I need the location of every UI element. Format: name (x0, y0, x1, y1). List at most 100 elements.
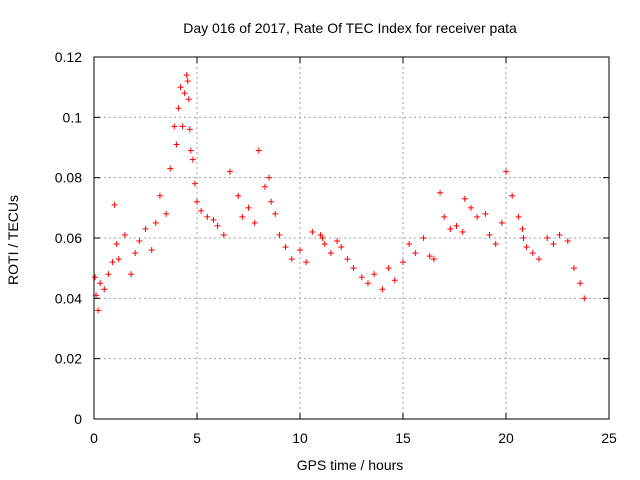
data-point (309, 228, 316, 235)
data-point (503, 168, 509, 175)
data-point (272, 210, 279, 217)
data-point (385, 265, 392, 272)
data-point (544, 235, 551, 241)
data-point (492, 241, 499, 248)
data-point (550, 241, 557, 248)
data-point (350, 265, 357, 272)
data-point (115, 256, 122, 263)
y-tick-label: 0.1 (63, 109, 83, 125)
data-point (486, 231, 493, 238)
data-point (453, 222, 460, 229)
data-point (171, 123, 178, 130)
data-point (255, 147, 262, 154)
data-point (185, 96, 192, 103)
data-point (400, 259, 406, 266)
data-point (183, 72, 190, 79)
data-point (92, 274, 99, 281)
y-tick-label: 0.12 (55, 49, 82, 65)
data-point (191, 180, 198, 187)
x-tick-label: 25 (601, 430, 617, 446)
data-point (266, 174, 273, 181)
data-point (430, 256, 437, 263)
data-point (220, 231, 227, 238)
data-point (113, 241, 120, 248)
x-tick-label: 5 (193, 430, 201, 446)
data-point (509, 192, 516, 199)
data-point (184, 78, 191, 85)
data-point (189, 156, 196, 163)
data-point (319, 235, 326, 241)
data-point (317, 231, 324, 238)
data-point (535, 256, 542, 263)
data-point (198, 207, 205, 214)
y-axis-ticks: 0 0.02 0.04 0.06 0.08 0.1 0.12 (55, 49, 609, 427)
data-point (95, 307, 102, 314)
data-point (288, 256, 295, 263)
data-point (498, 219, 505, 226)
data-point (177, 84, 184, 91)
x-tick-label: 10 (292, 430, 308, 446)
data-point (327, 250, 334, 257)
data-point (523, 244, 530, 251)
data-point (570, 265, 577, 272)
y-tick-label: 0 (74, 411, 82, 427)
data-point (529, 250, 536, 257)
data-point (297, 247, 303, 254)
data-point (461, 195, 468, 202)
data-point (358, 274, 365, 281)
data-point (371, 271, 378, 278)
data-point (406, 241, 413, 248)
data-point (186, 126, 193, 133)
data-point (412, 250, 419, 257)
data-point (519, 225, 526, 232)
data-point (520, 235, 527, 241)
data-point (364, 280, 371, 287)
data-point (344, 256, 351, 263)
data-point (441, 213, 448, 220)
data-point (261, 183, 268, 190)
x-tick-label: 20 (498, 430, 514, 446)
data-point (338, 244, 345, 251)
data-point (303, 259, 310, 266)
data-point (447, 225, 454, 232)
data-point (420, 235, 427, 241)
data-point (426, 253, 433, 260)
data-point (379, 286, 386, 293)
data-point (156, 192, 163, 199)
data-point (214, 222, 221, 229)
gridlines (94, 57, 609, 419)
x-tick-label: 0 (90, 430, 98, 446)
data-point (282, 244, 289, 251)
data-point (391, 277, 398, 284)
data-point (577, 280, 584, 287)
chart-title: Day 016 of 2017, Rate Of TEC Index for r… (183, 20, 517, 36)
data-point (459, 228, 466, 235)
data-point (148, 247, 155, 254)
data-point (268, 198, 275, 205)
data-point (105, 271, 112, 278)
data-point (101, 286, 108, 293)
data-point (245, 204, 252, 211)
data-point (173, 141, 180, 148)
data-point (226, 168, 233, 175)
data-point (515, 213, 522, 220)
data-point (194, 198, 200, 205)
data-point (111, 201, 118, 208)
data-point (276, 231, 283, 238)
data-point (109, 259, 116, 266)
data-point (251, 219, 258, 226)
data-point (97, 280, 104, 287)
data-point (132, 250, 139, 257)
data-point (167, 165, 174, 172)
data-point (175, 105, 182, 112)
data-point (235, 192, 242, 199)
data-point (474, 213, 481, 220)
data-point (187, 147, 194, 154)
data-point (239, 213, 246, 220)
data-point (482, 210, 489, 217)
data-point (142, 225, 149, 232)
data-point (581, 295, 588, 302)
data-point (210, 216, 217, 223)
